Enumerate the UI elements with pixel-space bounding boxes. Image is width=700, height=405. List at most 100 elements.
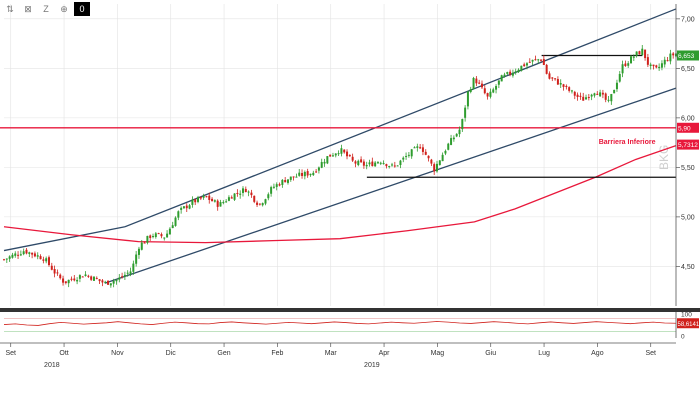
candle-body bbox=[171, 225, 174, 229]
candle-body bbox=[624, 63, 627, 67]
x-tick-label: Ago bbox=[591, 350, 604, 357]
candle-body bbox=[191, 199, 194, 205]
candle-body bbox=[587, 97, 590, 99]
indicator-badge bbox=[677, 318, 699, 329]
y-tick-label: 5,00 bbox=[681, 214, 695, 221]
y-tick-label: 6,50 bbox=[681, 66, 695, 73]
zoom-icon[interactable]: Z bbox=[43, 4, 49, 14]
candle-body bbox=[67, 279, 70, 284]
candle-body bbox=[480, 83, 483, 88]
candle-body bbox=[101, 280, 104, 283]
add-icon[interactable]: ⊕ bbox=[60, 4, 68, 14]
price-badge bbox=[677, 50, 699, 61]
candle-body bbox=[576, 94, 579, 97]
candle-body bbox=[168, 228, 171, 235]
candle-body bbox=[365, 164, 368, 167]
x-tick-label: Nov bbox=[111, 350, 124, 357]
candle-body bbox=[180, 207, 183, 210]
x-tick-label: Giu bbox=[485, 350, 496, 357]
candle-body bbox=[371, 161, 374, 167]
candle-body bbox=[537, 59, 540, 61]
x-tick-label: Gen bbox=[217, 350, 230, 357]
candle-body bbox=[53, 268, 56, 274]
candle-body bbox=[272, 186, 275, 188]
candle-body bbox=[416, 146, 419, 148]
price-badge-label: 5,7312 bbox=[678, 142, 698, 149]
candle-body bbox=[452, 137, 455, 140]
candle-body bbox=[438, 160, 441, 165]
candle-body bbox=[464, 107, 467, 118]
candle-body bbox=[407, 154, 410, 156]
candle-body bbox=[154, 233, 157, 237]
candle-body bbox=[393, 165, 396, 167]
candle-body bbox=[301, 173, 304, 176]
candle-body bbox=[95, 277, 98, 279]
candle-body bbox=[17, 254, 20, 256]
candle-body bbox=[489, 91, 492, 97]
candle-body bbox=[149, 235, 152, 239]
candle-body bbox=[5, 258, 8, 260]
candle-body bbox=[376, 162, 379, 164]
candle-body bbox=[225, 201, 228, 203]
candle-body bbox=[391, 164, 394, 166]
candle-body bbox=[621, 64, 624, 74]
candle-body bbox=[107, 280, 110, 285]
candle-body bbox=[98, 279, 101, 282]
candle-body bbox=[357, 160, 360, 166]
sort-icon[interactable]: ⇅ bbox=[6, 4, 14, 14]
candle-body bbox=[604, 93, 607, 100]
price-badge bbox=[677, 139, 699, 150]
candle-body bbox=[413, 147, 416, 149]
candle-body bbox=[166, 233, 169, 238]
candle-body bbox=[396, 165, 399, 167]
candle-body bbox=[461, 119, 464, 130]
candle-body bbox=[652, 64, 655, 67]
x-tick-label: Dic bbox=[166, 350, 177, 357]
candle-body bbox=[672, 53, 675, 56]
candle-body bbox=[399, 160, 402, 165]
x-tick-label: Set bbox=[645, 350, 656, 357]
candle-body bbox=[28, 252, 31, 254]
candle-body bbox=[523, 64, 526, 67]
zero-icon[interactable]: 0 bbox=[74, 2, 90, 16]
panel-separator bbox=[0, 308, 700, 312]
candle-body bbox=[275, 184, 278, 187]
candle-body bbox=[424, 151, 427, 155]
candle-body bbox=[152, 236, 155, 238]
candle-body bbox=[430, 159, 433, 164]
candle-body bbox=[362, 161, 365, 166]
channel-lower-line bbox=[104, 87, 677, 284]
candle-body bbox=[11, 254, 14, 258]
candle-body bbox=[337, 153, 340, 155]
candle-body bbox=[92, 276, 95, 281]
candle-body bbox=[31, 252, 34, 255]
candle-body bbox=[270, 187, 273, 194]
candle-body bbox=[554, 78, 557, 80]
candle-body bbox=[267, 194, 270, 199]
candle-body bbox=[638, 51, 641, 55]
candle-body bbox=[143, 242, 146, 244]
candle-body bbox=[531, 59, 534, 62]
candle-body bbox=[374, 162, 377, 167]
indicator-line bbox=[3, 321, 677, 326]
channel-left-line bbox=[3, 226, 126, 252]
candle-body bbox=[615, 82, 618, 90]
candle-body bbox=[50, 265, 53, 270]
candle-body bbox=[427, 155, 430, 159]
candle-body bbox=[264, 199, 267, 204]
candle-body bbox=[126, 272, 129, 274]
candle-body bbox=[340, 148, 343, 154]
candle-body bbox=[281, 179, 284, 185]
candle-body bbox=[579, 95, 582, 97]
candle-body bbox=[509, 71, 512, 75]
crosshair-icon[interactable]: ⊠ bbox=[24, 4, 32, 14]
x-tick-label: Ott bbox=[59, 350, 68, 357]
price-badge-label: 5,90 bbox=[678, 125, 691, 132]
candle-body bbox=[663, 59, 666, 65]
y-tick-label: 5,50 bbox=[681, 165, 695, 172]
candle-body bbox=[320, 162, 323, 168]
candle-body bbox=[177, 211, 180, 218]
candle-body bbox=[402, 157, 405, 160]
candle-body bbox=[185, 205, 188, 209]
